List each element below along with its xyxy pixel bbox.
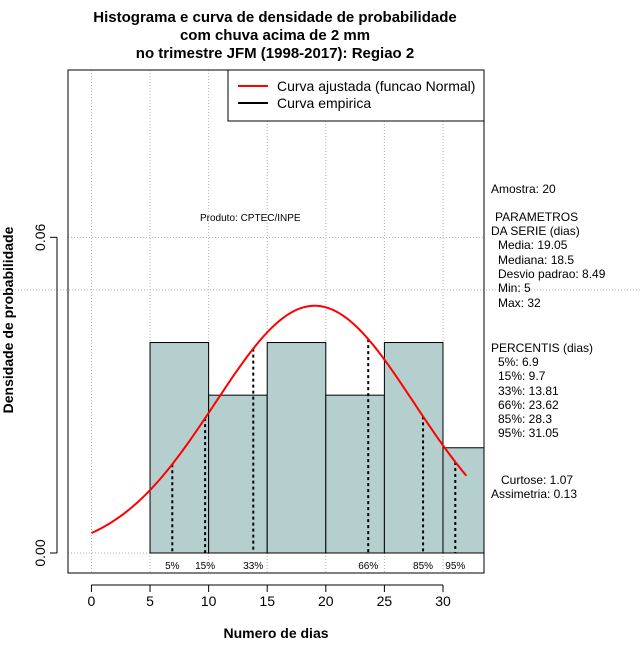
chart-title-line-2: com chuva acima de 2 mm bbox=[180, 27, 370, 44]
percentile-label-5: 95% bbox=[445, 561, 465, 572]
percentis-line-1: PERCENTIS (dias) bbox=[491, 341, 593, 355]
stats-panel: Amostra: 20 PARAMETROS DA SERIE (dias) M… bbox=[491, 182, 606, 501]
kurtosis: Curtose: 1.07 bbox=[501, 473, 573, 487]
chart-title: Histograma e curva de densidade de proba… bbox=[93, 9, 456, 62]
legend-label-empirical: Curva empirica bbox=[277, 95, 371, 111]
x-tick-label-1: 5 bbox=[146, 593, 154, 609]
params-line-3: Media: 19.05 bbox=[498, 238, 568, 252]
histogram-bar-1 bbox=[208, 394, 268, 554]
axes: 0 5 10 15 20 25 30 0.00 0.06 bbox=[32, 223, 451, 609]
legend-label-fitted: Curva ajustada (funcao Normal) bbox=[277, 78, 475, 94]
percentile-label-4: 85% bbox=[413, 561, 433, 572]
percentile-label-3: 66% bbox=[358, 561, 378, 572]
histogram-bar-4 bbox=[383, 342, 444, 554]
legend-box bbox=[227, 69, 485, 122]
legend: Curva ajustada (funcao Normal) Curva emp… bbox=[227, 69, 485, 122]
product-annotation: Produto: CPTEC/INPE bbox=[200, 213, 301, 224]
y-axis-label: Densidade de probabilidade bbox=[0, 226, 16, 413]
percentis-line-7: 95%: 31.05 bbox=[498, 426, 559, 440]
skewness: Assimetria: 0.13 bbox=[491, 487, 577, 501]
percentis-line-3: 15%: 9.7 bbox=[498, 369, 546, 383]
y-tick-label-0: 0.00 bbox=[32, 539, 48, 566]
percentile-label-0: 5% bbox=[165, 561, 180, 572]
x-tick-label-2: 10 bbox=[201, 593, 217, 609]
percentis-line-6: 85%: 28.3 bbox=[498, 412, 552, 426]
x-axis-label: Numero de dias bbox=[223, 625, 328, 641]
params-line-1: PARAMETROS bbox=[495, 210, 578, 224]
x-tick-label-0: 0 bbox=[88, 593, 96, 609]
params-line-4: Mediana: 18.5 bbox=[498, 253, 574, 267]
histogram-bars bbox=[149, 342, 485, 554]
percentile-label-2: 33% bbox=[243, 561, 263, 572]
params-line-7: Max: 32 bbox=[498, 296, 541, 310]
histogram-bar-2 bbox=[266, 342, 327, 554]
histogram-bar-3 bbox=[325, 394, 385, 554]
x-tick-label-5: 25 bbox=[377, 593, 393, 609]
sample-size: Amostra: 20 bbox=[491, 182, 556, 196]
params-line-5: Desvio padrao: 8.49 bbox=[498, 267, 606, 281]
normal-curve bbox=[91, 304, 468, 534]
fitted-normal-curve bbox=[91, 304, 468, 534]
percentis-line-5: 66%: 23.62 bbox=[498, 398, 559, 412]
y-tick-label-1: 0.06 bbox=[32, 223, 48, 250]
percentile-label-1: 15% bbox=[195, 561, 215, 572]
histogram-bar-0 bbox=[149, 342, 210, 554]
percentis-line-2: 5%: 6.9 bbox=[498, 355, 539, 369]
x-tick-label-3: 15 bbox=[259, 593, 275, 609]
histogram-bar-5 bbox=[442, 447, 485, 554]
chart-title-line-3: no trimestre JFM (1998-2017): Regiao 2 bbox=[136, 45, 414, 62]
params-line-6: Min: 5 bbox=[498, 281, 531, 295]
x-tick-label-6: 30 bbox=[435, 593, 451, 609]
x-tick-label-4: 20 bbox=[318, 593, 334, 609]
percentis-line-4: 33%: 13.81 bbox=[498, 384, 559, 398]
params-line-2: DA SERIE (dias) bbox=[491, 224, 580, 238]
chart-title-line-1: Histograma e curva de densidade de proba… bbox=[93, 9, 456, 26]
percentile-lines: 5% 15% 33% 66% 85% 95% bbox=[165, 339, 465, 572]
